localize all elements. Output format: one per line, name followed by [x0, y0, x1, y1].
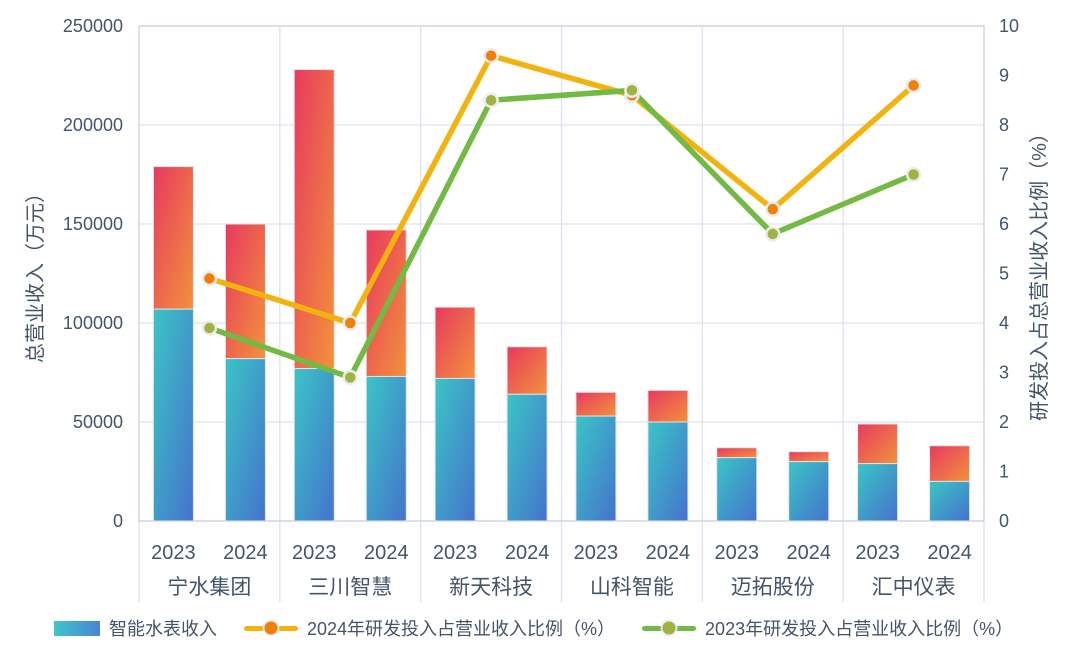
bar-other-revenue-迈拓股份-2023	[716, 447, 758, 459]
rd-ratio-marker-2024-汇中仪表	[905, 77, 922, 94]
bar-smart-meter-山科智能-2023	[575, 415, 617, 522]
bar-other-revenue-宁水集团-2023	[152, 166, 194, 310]
legend-item-2023-ratio: 2023年研发投入占营业收入比例（%）	[642, 615, 1013, 641]
rd-ratio-marker-2023-宁水集团	[201, 320, 218, 336]
bar-smart-meter-三川智慧-2023	[293, 368, 335, 522]
right-tick-label: 2	[999, 412, 1009, 432]
left-tick-label: 50000	[73, 412, 123, 432]
company-label: 汇中仪表	[872, 576, 956, 599]
bar-smart-meter-三川智慧-2024	[365, 375, 407, 522]
company-label: 迈拓股份	[731, 576, 815, 599]
right-tick-label: 1	[999, 462, 1009, 482]
left-axis-title: 总营业收入（万元）	[24, 183, 47, 363]
bar-other-revenue-山科智能-2024	[647, 389, 689, 423]
bar-other-revenue-新天科技-2023	[434, 306, 476, 379]
bar-smart-meter-新天科技-2024	[506, 393, 548, 522]
left-tick-label: 150000	[63, 214, 123, 234]
bar-other-revenue-三川智慧-2023	[293, 69, 335, 370]
bar-smart-meter-汇中仪表-2024	[929, 480, 971, 522]
legend-label-2023-ratio: 2023年研发投入占营业收入比例（%）	[705, 619, 1014, 639]
rd-ratio-marker-2024-三川智慧	[342, 315, 358, 331]
right-tick-label: 4	[999, 313, 1009, 333]
bar-other-revenue-汇中仪表-2023	[857, 423, 899, 465]
line-2024-swatch-icon	[244, 621, 298, 635]
legend-item-2024-ratio: 2024年研发投入占营业收入比例（%）	[244, 615, 615, 641]
rd-ratio-marker-2023-山科智能	[624, 82, 640, 99]
year-label: 2024	[646, 542, 691, 564]
company-label: 山科智能	[590, 576, 674, 599]
line-2023-swatch-icon	[642, 621, 697, 635]
right-tick-label: 7	[999, 165, 1009, 185]
rd-ratio-marker-2023-三川智慧	[342, 369, 358, 386]
bar-smart-meter-迈拓股份-2024	[788, 461, 830, 522]
year-label: 2023	[151, 542, 196, 564]
bar-smart-meter-新天科技-2023	[434, 377, 476, 522]
company-label: 三川智慧	[308, 576, 392, 599]
rd-ratio-marker-2024-宁水集团	[201, 270, 218, 287]
bar-other-revenue-山科智能-2023	[575, 391, 617, 417]
left-tick-label: 250000	[63, 16, 123, 36]
year-label: 2023	[292, 542, 337, 564]
right-tick-label: 3	[999, 363, 1009, 383]
right-tick-label: 9	[999, 66, 1009, 86]
bar-smart-meter-宁水集团-2024	[224, 358, 266, 522]
bar-other-revenue-汇中仪表-2024	[929, 445, 971, 482]
left-tick-label: 100000	[63, 313, 123, 333]
year-label: 2024	[223, 542, 268, 564]
year-label: 2024	[927, 542, 972, 564]
rd-ratio-line-2024	[206, 52, 917, 326]
year-label: 2023	[855, 542, 900, 564]
right-tick-label: 6	[999, 214, 1009, 234]
right-tick-label: 8	[999, 115, 1009, 135]
year-label: 2024	[364, 542, 409, 564]
rd-ratio-marker-2023-迈拓股份	[765, 226, 781, 242]
rd-ratio-marker-2024-新天科技	[483, 47, 499, 64]
year-label: 2024	[787, 542, 832, 564]
rd-ratio-marker-2023-汇中仪表	[905, 166, 922, 183]
bar-smart-meter-山科智能-2024	[647, 421, 689, 522]
company-label: 宁水集团	[167, 576, 251, 599]
revenue-rd-combo-chart: 2023 2024 宁水集团 2023 2024 三川智慧 2023 2024 新天科技 2023…	[24, 16, 1051, 602]
legend-label-2024-ratio: 2024年研发投入占营业收入比例（%）	[307, 619, 616, 639]
right-tick-label: 5	[999, 264, 1009, 284]
year-label: 2023	[574, 542, 619, 564]
bar-other-revenue-迈拓股份-2024	[788, 451, 830, 463]
left-tick-label: 200000	[63, 115, 123, 135]
year-label: 2024	[505, 542, 550, 564]
company-label: 新天科技	[449, 576, 533, 599]
right-tick-label: 0	[999, 511, 1009, 531]
left-tick-label: 0	[113, 511, 123, 531]
plot-frame	[138, 25, 985, 522]
bar-smart-meter-汇中仪表-2023	[857, 463, 899, 522]
legend-item-smart-meter: 智能水表收入	[54, 615, 217, 641]
right-axis-title: 研发投入占总营业收入比例（%）	[1028, 123, 1051, 421]
chart-legend: 智能水表收入 2024年研发投入占营业收入比例（%） 2023年研发投入占营业收…	[0, 606, 1080, 650]
marker-2024-icon	[264, 621, 278, 635]
bar-other-revenue-新天科技-2024	[506, 346, 548, 395]
rd-ratio-marker-2024-迈拓股份	[765, 201, 781, 217]
rd-ratio-marker-2023-新天科技	[483, 92, 499, 108]
bar-smart-meter-宁水集团-2023	[152, 308, 194, 522]
legend-label-smart-meter: 智能水表收入	[109, 619, 217, 639]
marker-2023-icon	[662, 621, 676, 635]
bar-smart-meter-迈拓股份-2023	[716, 457, 758, 522]
right-tick-label: 10	[999, 16, 1019, 36]
smart-meter-swatch-icon	[54, 620, 100, 636]
rd-ratio-line-2023	[206, 87, 917, 381]
year-label: 2023	[433, 542, 478, 564]
year-label: 2023	[715, 542, 760, 564]
